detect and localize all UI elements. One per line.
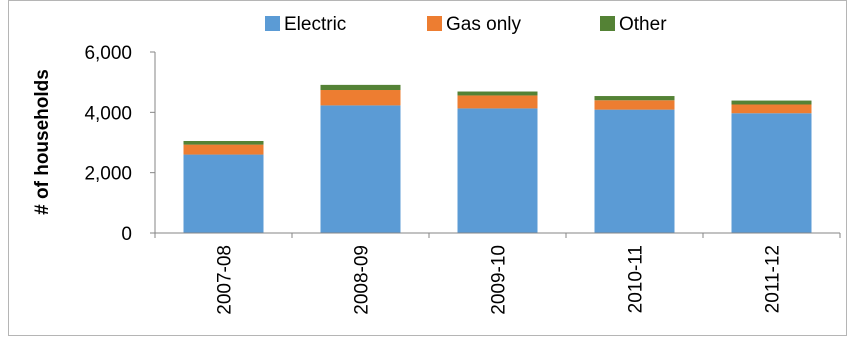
x-axis-ticks: 2007-08 2008-09 2009-10 2010-11 2011-12 <box>154 233 841 315</box>
x-tick-label: 2010-11 <box>626 245 647 313</box>
y-tick-label: 4,000 <box>84 103 132 124</box>
y-tick-label: 0 <box>121 224 132 245</box>
x-tick-label: 2007-08 <box>215 245 236 315</box>
axes <box>154 52 840 234</box>
bar-gas-only-2009-10 <box>457 95 538 109</box>
bars <box>183 84 812 233</box>
bar-gas-only-2007-08 <box>183 144 264 155</box>
bar-electric-2007-08 <box>183 154 264 233</box>
y-tick-label: 2,000 <box>84 164 132 185</box>
bar-electric-2008-09 <box>320 105 401 233</box>
legend-swatch-gas-only <box>427 16 442 31</box>
legend-swatch-other <box>600 16 615 31</box>
y-tick-label: 6,000 <box>84 43 132 64</box>
legend-label-electric: Electric <box>284 14 346 35</box>
x-tick-label: 2008-09 <box>352 245 373 315</box>
bar-other-2007-08 <box>183 140 264 145</box>
bar-gas-only-2008-09 <box>320 90 401 106</box>
bar-gas-only-2011-12 <box>731 104 812 114</box>
y-axis-label: # of households <box>32 69 53 215</box>
chart-border <box>8 0 847 336</box>
legend-swatch-electric <box>265 16 280 31</box>
bar-electric-2010-11 <box>594 109 675 233</box>
x-tick-label: 2011-12 <box>763 245 784 313</box>
legend-label-gas-only: Gas only <box>446 14 521 35</box>
x-tick-label: 2009-10 <box>489 245 510 315</box>
bar-other-2011-12 <box>731 100 812 105</box>
bar-other-2010-11 <box>594 96 675 101</box>
y-axis-ticks: 0 2,000 4,000 6,000 <box>84 43 155 245</box>
legend-label-other: Other <box>619 14 667 35</box>
bar-gas-only-2010-11 <box>594 100 675 110</box>
bar-other-2009-10 <box>457 91 538 96</box>
bar-electric-2009-10 <box>457 108 538 233</box>
bar-electric-2011-12 <box>731 113 812 233</box>
legend: Electric Gas only Other <box>265 14 667 35</box>
bar-other-2008-09 <box>320 84 401 91</box>
